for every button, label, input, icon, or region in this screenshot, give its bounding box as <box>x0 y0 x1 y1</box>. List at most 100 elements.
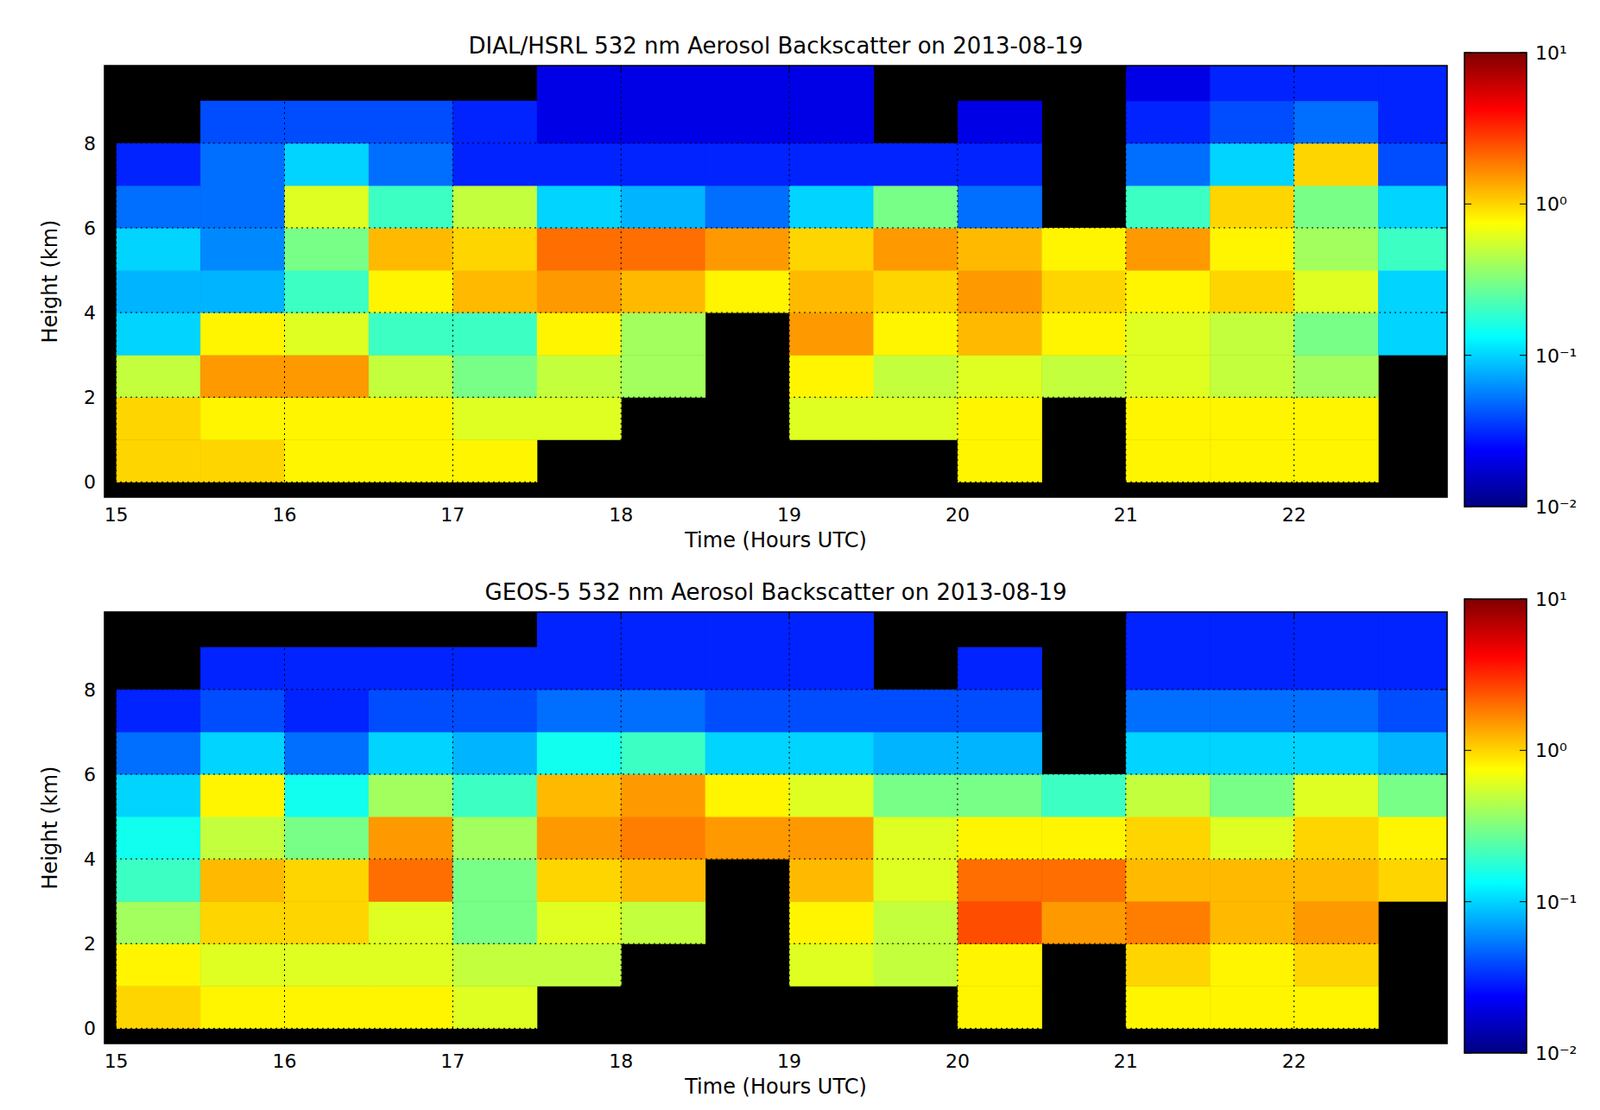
cell <box>284 101 370 145</box>
cell <box>620 732 706 776</box>
cell <box>1294 774 1379 818</box>
cell <box>957 943 1043 987</box>
cell <box>957 101 1043 145</box>
cell <box>1378 270 1448 314</box>
y-tick-label: 0 <box>83 1018 96 1040</box>
cell <box>1294 354 1379 399</box>
cell <box>789 774 874 818</box>
cell <box>1125 65 1211 102</box>
cell <box>200 901 285 945</box>
cell <box>620 143 706 187</box>
cell <box>368 101 454 145</box>
cell <box>1378 732 1448 776</box>
x-tick <box>284 490 285 498</box>
x-tick <box>115 490 117 498</box>
cell <box>537 65 622 102</box>
y-tick <box>1440 481 1448 483</box>
cell <box>452 859 538 903</box>
cell <box>789 901 874 945</box>
y-axis-title: Height (km) <box>37 220 63 344</box>
colorbar-tick <box>1519 1053 1527 1055</box>
colorbar-tick <box>1464 506 1472 508</box>
x-tick <box>620 65 622 73</box>
cell <box>1041 354 1126 399</box>
grid-line <box>452 612 454 1044</box>
cell <box>705 270 791 314</box>
cell <box>620 65 706 102</box>
cell <box>1294 227 1379 272</box>
y-tick-label: 6 <box>83 217 96 240</box>
cell <box>1209 901 1295 945</box>
cell <box>705 647 791 691</box>
cell <box>957 901 1043 945</box>
cell <box>368 647 454 691</box>
y-tick-label: 0 <box>83 471 96 494</box>
cell <box>1125 143 1211 187</box>
colorbar-tick <box>1519 599 1527 601</box>
grid-line <box>104 481 1448 483</box>
colorbar <box>1464 52 1527 507</box>
cell <box>368 143 454 187</box>
cell <box>1125 647 1211 691</box>
cell <box>957 774 1043 818</box>
cell <box>200 647 285 691</box>
x-tick-label: 22 <box>1282 504 1307 526</box>
cell <box>537 143 622 187</box>
y-tick <box>104 397 112 399</box>
cell <box>368 397 454 441</box>
cells <box>116 612 1448 1030</box>
x-tick-label: 18 <box>608 1050 633 1073</box>
cell <box>957 732 1043 776</box>
cell <box>284 859 370 903</box>
x-tick <box>452 612 454 620</box>
cell <box>705 227 791 272</box>
cell <box>200 312 285 356</box>
y-tick-label: 2 <box>83 386 96 409</box>
grid-line <box>104 312 1448 314</box>
cell <box>789 101 874 145</box>
x-tick-label: 20 <box>945 504 970 526</box>
y-tick <box>104 481 112 483</box>
cell <box>116 816 202 861</box>
x-tick <box>1293 490 1295 498</box>
x-axis-title: Time (Hours UTC) <box>683 528 867 553</box>
cell <box>789 859 874 903</box>
cell <box>1209 943 1295 987</box>
cell <box>284 143 370 187</box>
cell <box>620 612 706 648</box>
y-tick <box>104 142 112 144</box>
cell <box>452 689 538 734</box>
colorbar-tick <box>1519 203 1527 205</box>
cell <box>284 185 370 229</box>
y-tick <box>1440 1028 1448 1030</box>
cell <box>1125 270 1211 314</box>
colorbar-tick-label: 10⁻¹ <box>1535 891 1577 914</box>
grid-line <box>104 773 1448 775</box>
cell <box>200 143 285 187</box>
cell <box>200 859 285 903</box>
cell <box>284 227 370 272</box>
x-tick <box>620 1037 622 1044</box>
cell <box>116 689 202 734</box>
colorbar-tick <box>1464 750 1472 752</box>
grid-line <box>104 689 1448 690</box>
cell <box>537 185 622 229</box>
cell <box>116 354 202 399</box>
cell <box>284 647 370 691</box>
cell <box>1294 312 1379 356</box>
y-tick <box>1440 227 1448 228</box>
cell <box>620 816 706 861</box>
cell <box>1378 612 1448 648</box>
cell <box>452 774 538 818</box>
colorbar-tick-label: 10⁰ <box>1535 193 1568 216</box>
cell <box>452 943 538 987</box>
y-tick <box>104 773 112 775</box>
plot-background <box>104 612 1448 1044</box>
cell <box>200 354 285 399</box>
cell <box>1378 143 1448 187</box>
x-tick <box>1125 612 1126 620</box>
y-tick <box>104 943 112 945</box>
cell <box>705 732 791 776</box>
colorbar-tick-label: 10¹ <box>1535 588 1568 611</box>
cell <box>452 986 538 1030</box>
